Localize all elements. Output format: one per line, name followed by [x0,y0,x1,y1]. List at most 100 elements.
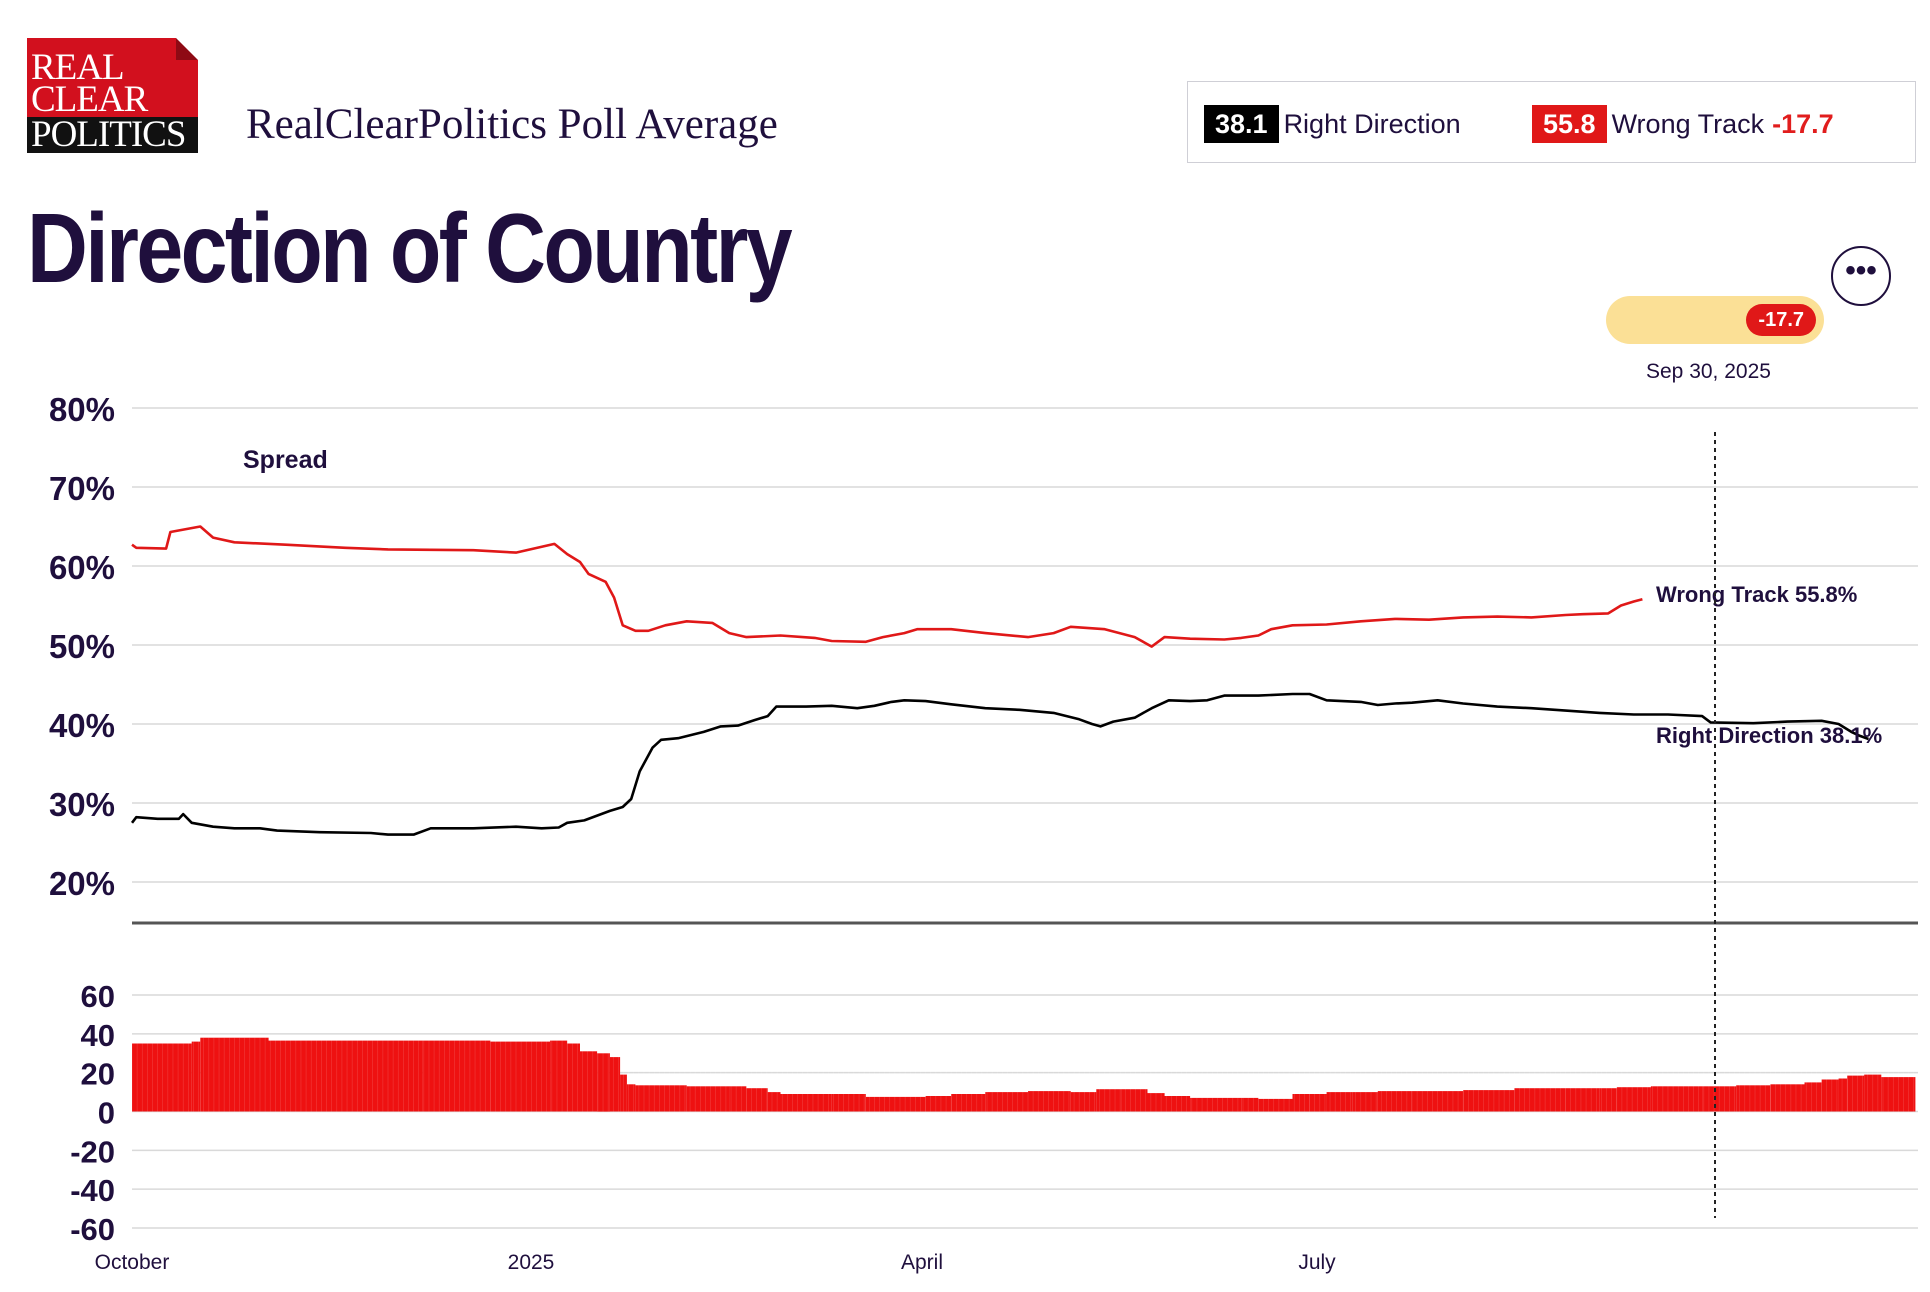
spread-bar[interactable] [1275,1098,1293,1112]
spread-bar[interactable] [1326,1092,1353,1112]
spread-bar[interactable] [1881,1077,1916,1112]
spread-bar[interactable] [1821,1079,1839,1112]
spread-bar[interactable] [268,1040,423,1112]
poll-summary: 38.1 Right Direction 55.8 Wrong Track -1… [1187,81,1916,163]
spread-bar[interactable] [1164,1096,1191,1112]
spread-bar[interactable] [567,1043,580,1112]
spread-bar[interactable] [597,1053,610,1112]
spread-bar[interactable] [686,1086,730,1112]
spread-bar[interactable] [831,1094,866,1112]
hover-date-label: Sep 30, 2025 [1646,360,1771,383]
spread-bar[interactable] [635,1085,687,1112]
main-y-tick-label: 50% [49,628,115,665]
rcp-logo[interactable]: REAL CLEAR POLITICS [27,38,198,153]
main-y-tick-label: 70% [49,470,115,507]
spread-bar[interactable] [620,1074,627,1112]
spread-bar[interactable] [191,1041,201,1112]
spread-bar[interactable] [1702,1086,1737,1112]
spread-bar[interactable] [746,1088,768,1112]
wrong-track-label: Wrong Track [1611,108,1765,139]
spread-bar[interactable] [1241,1097,1259,1112]
spread-y-tick-label: -40 [70,1173,115,1208]
spread-bar[interactable] [1650,1086,1703,1112]
spread-bar[interactable] [132,1043,192,1112]
summary-right-direction: 38.1 Right Direction [1204,105,1461,143]
wrong-track-value: 55.8 [1532,105,1607,143]
spread-bar[interactable] [900,1096,926,1112]
spread-bar[interactable] [609,1057,621,1112]
main-y-tick-label: 80% [49,391,115,428]
logo-text-clear: CLEAR [31,79,148,120]
spread-bar[interactable] [490,1041,551,1112]
spread-bar[interactable] [1804,1082,1822,1112]
spread-bar[interactable] [925,1096,952,1112]
spread-bar[interactable] [1736,1085,1771,1112]
spread-y-tick-label: 0 [98,1096,115,1131]
right-direction-value: 38.1 [1204,105,1279,143]
spread-bar[interactable] [580,1051,598,1112]
logo-text-real: REAL [31,47,125,88]
spread-bar[interactable] [422,1040,491,1112]
summary-wrong-track: 55.8 Wrong Track -17.7 [1532,105,1834,143]
spread-bar[interactable] [1258,1098,1276,1112]
spread-bar[interactable] [1377,1091,1412,1112]
logo-corner-fold [176,38,198,60]
x-tick-label: July [1298,1251,1336,1274]
hover-spread-pill: -17.7 [1606,296,1824,344]
main-y-axis: 80% 70% 60% 50% 40% 30% 20% [49,391,115,902]
spread-bar[interactable] [1028,1091,1071,1112]
spread-y-tick-label: 20 [81,1057,115,1092]
spread-bar[interactable] [1599,1088,1617,1112]
spread-bar[interactable] [1770,1084,1805,1112]
x-tick-label: April [901,1251,943,1274]
main-y-tick-label: 30% [49,786,115,823]
spread-bars [131,1037,1916,1112]
main-y-tick-label: 20% [49,865,115,902]
spread-bar[interactable] [951,1094,986,1112]
spread-bar[interactable] [1864,1074,1882,1112]
spread-bar[interactable] [780,1094,832,1112]
page-title: Direction of Country [27,193,793,303]
spread-bar[interactable] [1847,1075,1865,1112]
spread-bar[interactable] [1565,1088,1600,1112]
page-subtitle: RealClearPolitics Poll Average [246,101,778,148]
spread-y-tick-label: 40 [81,1018,115,1053]
spread-bar[interactable] [767,1092,781,1112]
spread-bar[interactable] [1121,1089,1148,1112]
wrong-track-end-label: Wrong Track 55.8% [1656,582,1857,607]
spread-bar[interactable] [626,1084,636,1112]
spread-bar[interactable] [1616,1087,1651,1112]
spread-bar[interactable] [550,1040,568,1112]
hover-spread-badge: -17.7 [1746,304,1816,336]
wrong-track-line[interactable] [131,525,1643,648]
x-axis: October 2025 April July [95,1251,1337,1274]
spread-bar[interactable] [1514,1088,1566,1112]
spread-bar[interactable] [1096,1089,1122,1112]
spread-bar[interactable] [729,1086,747,1112]
spread-bar[interactable] [200,1037,269,1112]
main-grid [132,407,1918,883]
x-tick-label: 2025 [508,1251,555,1274]
right-direction-line[interactable] [130,692,1869,836]
spread-y-tick-label: 60 [81,979,115,1014]
series-lines [130,525,1869,836]
more-options-button[interactable]: ••• [1831,246,1891,306]
spread-bar[interactable] [1838,1078,1848,1112]
spread-bar[interactable] [1292,1094,1310,1112]
right-direction-end-label: Right Direction 38.1% [1656,723,1882,748]
spread-bar[interactable] [1412,1091,1464,1112]
spread-y-tick-label: -20 [70,1134,115,1169]
main-y-tick-label: 40% [49,707,115,744]
series-end-labels: Wrong Track 55.8% Right Direction 38.1% [1656,582,1882,748]
spread-bar[interactable] [1147,1093,1165,1112]
spread-bar[interactable] [985,1092,1028,1112]
spread-bar[interactable] [865,1096,900,1112]
spread-bar[interactable] [1352,1092,1378,1112]
spread-y-axis: 60 40 20 0-20 -40 -60 [70,979,115,1247]
spread-bar[interactable] [1309,1094,1327,1112]
spread-bar[interactable] [1070,1092,1097,1112]
main-y-tick-label: 60% [49,549,115,586]
spread-bar[interactable] [1463,1090,1515,1112]
spread-bar[interactable] [1190,1097,1242,1112]
